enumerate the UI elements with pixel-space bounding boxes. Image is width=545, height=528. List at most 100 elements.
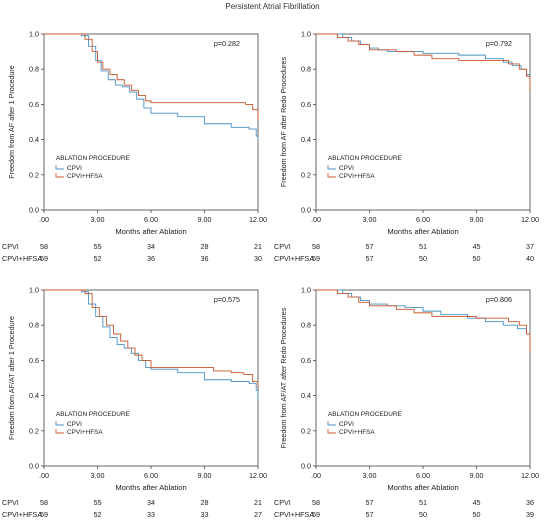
at-risk-value: 34 <box>147 242 155 251</box>
x-tick-label: 6.00 <box>144 215 158 224</box>
x-tick-label: 12.00 <box>249 471 267 480</box>
series-line-cpvi-hfsa <box>44 289 259 389</box>
km-panel-afat-1-procedure: 0.0 0.2 0.4 0.6 0.8 1.0 .00 3.00 6.00 9.00 12.00 Mo… <box>0 268 272 528</box>
x-tick-label: 6.00 <box>416 471 430 480</box>
y-tick-label: 0.8 <box>29 321 39 330</box>
p-value-label: p=0.575 <box>214 295 240 304</box>
x-tick-label: .00 <box>311 471 321 480</box>
plot-frame <box>315 289 531 467</box>
at-risk-value: 27 <box>254 510 262 519</box>
x-axis-label: Months after Ablation <box>387 483 458 492</box>
p-value-label: p=0.792 <box>486 39 512 48</box>
at-risk-value: 37 <box>526 242 534 251</box>
at-risk-value: 50 <box>419 254 427 263</box>
at-risk-value: 50 <box>473 510 481 519</box>
y-tick-label: 0.4 <box>301 391 311 400</box>
p-value-label: p=0.806 <box>486 295 512 304</box>
x-axis-label: Months after Ablation <box>115 227 186 236</box>
x-tick-label: 6.00 <box>144 471 158 480</box>
y-tick-label: 0.2 <box>29 426 39 435</box>
legend-title: ABLATION PROCEDURE <box>56 155 130 162</box>
x-tick-label: .00 <box>39 471 49 480</box>
x-tick-label: .00 <box>311 215 321 224</box>
series-line-cpvi-hfsa <box>316 289 531 352</box>
legend-entry: CPVI <box>67 165 82 172</box>
at-risk-row-label: CPVI+HFSA <box>2 254 42 263</box>
at-risk-value: 39 <box>526 510 534 519</box>
km-chart-svg: 0.0 0.2 0.4 0.6 0.8 1.0 .00 3.00 6.00 9.00 12.00 Mo… <box>2 286 267 520</box>
legend-swatch <box>327 165 336 170</box>
y-tick-label: 1.0 <box>29 286 39 295</box>
plot-frame <box>43 33 259 211</box>
km-chart-svg: 0.0 0.2 0.4 0.6 0.8 1.0 .00 3.00 6.00 9.00 12.00 Mo… <box>2 30 267 264</box>
legend-swatch <box>327 173 336 178</box>
at-risk-value: 30 <box>254 254 262 263</box>
x-tick-label: 12.00 <box>521 215 539 224</box>
x-axis-label: Months after Ablation <box>115 483 186 492</box>
legend-swatch <box>327 421 336 426</box>
legend-swatch <box>55 429 64 434</box>
x-tick-label: 3.00 <box>363 471 377 480</box>
at-risk-row-label: CPVI+HFSA <box>274 254 314 263</box>
at-risk-value: 34 <box>147 498 155 507</box>
at-risk-row-label: CPVI <box>274 498 291 507</box>
y-tick-label: 0.6 <box>29 356 39 365</box>
legend-title: ABLATION PROCEDURE <box>328 155 402 162</box>
at-risk-row-label: CPVI+HFSA <box>2 510 42 519</box>
y-tick-label: 0.4 <box>29 391 39 400</box>
y-tick-label: 0.2 <box>301 170 311 179</box>
at-risk-value: 36 <box>147 254 155 263</box>
at-risk-value: 21 <box>254 242 262 251</box>
at-risk-row-label: CPVI <box>2 242 19 251</box>
legend-swatch <box>55 421 64 426</box>
plot-frame <box>43 289 259 467</box>
at-risk-value: 59 <box>40 254 48 263</box>
at-risk-value: 58 <box>40 498 48 507</box>
at-risk-value: 40 <box>526 254 534 263</box>
km-panel-afat-redo: 0.0 0.2 0.4 0.6 0.8 1.0 .00 3.00 6.00 9.00 12.00 Mo… <box>272 268 544 528</box>
legend-entry: CPVI <box>67 421 82 428</box>
at-risk-value: 33 <box>147 510 155 519</box>
y-tick-label: 1.0 <box>29 30 39 39</box>
at-risk-value: 58 <box>312 498 320 507</box>
legend-entry: CPVI+HFSA <box>339 173 375 180</box>
legend-entry: CPVI+HFSA <box>67 173 103 180</box>
legend-swatch <box>327 429 336 434</box>
y-tick-label: 0.6 <box>29 100 39 109</box>
x-tick-label: 3.00 <box>363 215 377 224</box>
km-chart-svg: 0.0 0.2 0.4 0.6 0.8 1.0 .00 3.00 6.00 9.00 12.00 Mo… <box>274 30 539 264</box>
x-axis-label: Months after Ablation <box>387 227 458 236</box>
y-tick-label: 0.8 <box>29 65 39 74</box>
at-risk-value: 52 <box>94 254 102 263</box>
at-risk-value: 28 <box>201 242 209 251</box>
x-tick-label: 9.00 <box>198 215 212 224</box>
at-risk-value: 51 <box>419 242 427 251</box>
series-line-cpvi-hfsa <box>316 33 531 91</box>
x-tick-label: .00 <box>39 215 49 224</box>
y-tick-label: 0.0 <box>29 206 39 215</box>
at-risk-value: 28 <box>201 498 209 507</box>
y-axis-label: Freedom from AF/AT after Redo Procedures <box>279 307 288 448</box>
at-risk-value: 36 <box>201 254 209 263</box>
at-risk-value: 58 <box>40 242 48 251</box>
at-risk-value: 21 <box>254 498 262 507</box>
x-tick-label: 3.00 <box>91 215 105 224</box>
at-risk-value: 59 <box>312 510 320 519</box>
legend-swatch <box>55 165 64 170</box>
at-risk-value: 59 <box>312 254 320 263</box>
km-chart-svg: 0.0 0.2 0.4 0.6 0.8 1.0 .00 3.00 6.00 9.00 12.00 Mo… <box>274 286 539 520</box>
y-tick-label: 0.6 <box>301 100 311 109</box>
legend-entry: CPVI+HFSA <box>67 429 103 436</box>
at-risk-value: 58 <box>312 242 320 251</box>
at-risk-value: 51 <box>419 498 427 507</box>
legend-title: ABLATION PROCEDURE <box>328 411 402 418</box>
y-tick-label: 0.8 <box>301 65 311 74</box>
at-risk-value: 59 <box>40 510 48 519</box>
y-tick-label: 0.4 <box>301 135 311 144</box>
legend-entry: CPVI <box>339 165 354 172</box>
x-tick-label: 9.00 <box>470 215 484 224</box>
y-tick-label: 0.6 <box>301 356 311 365</box>
y-axis-label: Freedom from AF after 1 Procedure <box>7 65 16 178</box>
at-risk-row-label: CPVI <box>274 242 291 251</box>
at-risk-value: 45 <box>473 242 481 251</box>
